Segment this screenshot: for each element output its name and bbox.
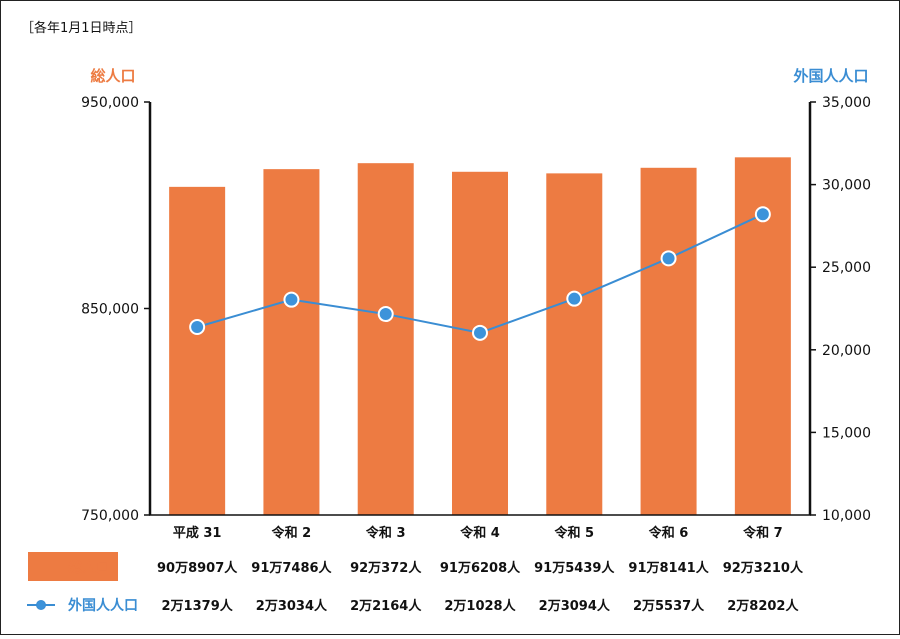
date-note: ［各年1月1日時点］	[21, 20, 142, 36]
legend-bar-value-2: 92万372人	[350, 560, 422, 576]
legend-line-value-2: 2万2164人	[350, 598, 422, 614]
legend-bar-name: 総人口	[68, 559, 110, 576]
right-axis-ticks: 10,000 15,000 20,000 25,000 30,000 35,000	[810, 95, 871, 524]
bar-1	[263, 169, 320, 515]
legend-bar-value-3: 91万6208人	[440, 560, 521, 576]
line-point-3	[472, 324, 488, 341]
category-label-5: 令和 6	[649, 525, 689, 541]
category-label-0: 平成 31	[173, 525, 222, 541]
right-tick-label-0: 10,000	[822, 508, 871, 524]
left-tick-label-2: 950,000	[81, 95, 139, 111]
right-tick-label-3: 25,000	[822, 260, 871, 276]
left-axis-ticks: 750,000 850,000 950,000	[81, 95, 150, 524]
right-axis-title: 外国人人口	[792, 67, 868, 85]
line-series	[189, 206, 771, 341]
line-point-2	[377, 306, 394, 323]
bar-4	[546, 173, 603, 515]
category-label-3: 令和 4	[460, 525, 500, 541]
legend-bar-swatch	[28, 552, 118, 581]
category-label-1: 令和 2	[272, 525, 312, 541]
bar-5	[640, 167, 697, 516]
category-labels: 平成 31 令和 2 令和 3 令和 4 令和 5 令和 6 令和 7	[173, 525, 783, 541]
legend-table: 総人口 外国人人口 90万8907人 91万7486人 92万372人 91万6208…	[27, 552, 804, 614]
right-tick-label-1: 15,000	[822, 425, 871, 441]
right-tick-label-5: 35,000	[822, 95, 871, 111]
line-point-0	[189, 319, 206, 336]
legend-bar-value-6: 92万3210人	[723, 560, 804, 576]
legend-line-value-4: 2万3094人	[539, 598, 611, 614]
legend-line-value-0: 2万1379人	[162, 598, 234, 614]
bar-2	[357, 163, 414, 515]
bar-0	[169, 186, 226, 515]
bar-series	[169, 157, 791, 516]
legend-line-point	[36, 600, 46, 610]
line-point-1	[283, 291, 300, 308]
right-tick-label-4: 30,000	[822, 178, 871, 194]
line-point-6	[754, 206, 771, 223]
left-tick-label-0: 750,000	[81, 508, 139, 524]
category-label-2: 令和 3	[366, 525, 406, 541]
left-axis-title: 総人口	[90, 67, 135, 85]
legend-line-value-5: 2万5537人	[633, 598, 705, 614]
legend-line-value-1: 2万3034人	[256, 598, 328, 614]
legend-line-value-6: 2万8202人	[727, 598, 799, 614]
legend-bar-value-5: 91万8141人	[628, 560, 709, 576]
line-point-5	[660, 250, 677, 267]
left-tick-label-1: 850,000	[81, 302, 139, 318]
legend-bar-value-1: 91万7486人	[251, 560, 332, 576]
legend-bar-value-4: 91万5439人	[534, 560, 615, 576]
category-label-4: 令和 5	[554, 525, 594, 541]
line-point-4	[566, 290, 583, 307]
legend-values: 90万8907人 91万7486人 92万372人 91万6208人 91万5439人 9…	[157, 560, 804, 614]
legend-line-name: 外国人人口	[68, 597, 138, 614]
bar-3	[452, 171, 508, 515]
legend-line-value-3: 2万1028人	[444, 598, 516, 614]
right-tick-label-2: 20,000	[822, 343, 871, 359]
legend-bar-value-0: 90万8907人	[157, 560, 238, 576]
category-label-6: 令和 7	[743, 525, 783, 541]
